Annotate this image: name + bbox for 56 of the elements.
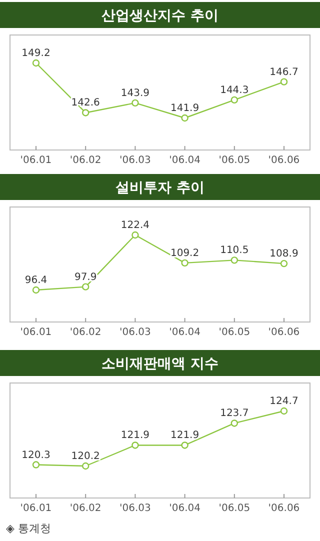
data-label: 108.9 — [270, 248, 298, 260]
point — [32, 461, 40, 468]
data-label: 122.4 — [120, 220, 150, 231]
x-tick-label: '06.04 — [169, 327, 200, 338]
x-tick-label: '06.03 — [120, 503, 151, 514]
data-label: 121.9 — [120, 430, 150, 442]
data-label: 141.9 — [170, 103, 200, 114]
x-tick-label: '06.01 — [20, 327, 52, 338]
point — [32, 286, 40, 294]
data-label: 146.7 — [270, 66, 298, 78]
x-tick-label: '06.06 — [268, 155, 300, 166]
point — [230, 256, 238, 264]
data-label: 120.2 — [71, 451, 100, 462]
x-tick-label: '06.05 — [218, 503, 250, 514]
data-label: 149.2 — [22, 48, 50, 59]
chart-title: 산업생산지수 추이 — [102, 8, 218, 24]
x-tick-label: '06.06 — [268, 327, 300, 338]
x-tick-label: '06.03 — [120, 155, 151, 166]
data-label: 123.7 — [220, 408, 249, 420]
x-tick-label: '06.06 — [268, 503, 300, 514]
data-label: 124.7 — [270, 396, 298, 407]
x-tick-label: '06.01 — [20, 503, 52, 514]
x-tick-label: '06.04 — [169, 503, 200, 514]
point — [181, 259, 188, 267]
x-tick-label: '06.02 — [70, 327, 102, 338]
point — [82, 283, 90, 290]
point — [280, 78, 288, 86]
data-label: 109.2 — [170, 248, 200, 259]
point — [132, 99, 139, 107]
data-label: 121.9 — [170, 430, 200, 442]
chart-title: 소비재판매액 지수 — [102, 356, 218, 372]
data-label: 120.3 — [22, 450, 50, 461]
x-tick-label: '06.03 — [120, 327, 151, 338]
text: ◈ 통계청 — [6, 522, 51, 535]
point — [82, 109, 90, 116]
point — [280, 260, 288, 268]
point — [181, 442, 188, 449]
x-tick-label: '06.04 — [169, 155, 200, 166]
x-tick-label: '06.02 — [70, 155, 102, 166]
data-label: 110.5 — [220, 245, 249, 256]
point — [230, 96, 238, 104]
x-tick-label: '06.05 — [218, 327, 250, 338]
chart-title: 설비투자 추이 — [116, 180, 204, 196]
point — [132, 231, 139, 239]
point — [230, 420, 238, 427]
x-tick-label: '06.05 — [218, 155, 250, 166]
data-label: 96.4 — [24, 275, 48, 286]
point — [181, 114, 188, 122]
data-label: 144.3 — [220, 84, 249, 96]
point — [32, 59, 40, 67]
data-label: 143.9 — [120, 88, 150, 99]
x-tick-label: '06.02 — [70, 503, 102, 514]
point — [82, 462, 90, 470]
point — [280, 407, 288, 415]
x-tick-label: '06.01 — [20, 155, 52, 166]
point — [132, 442, 139, 449]
